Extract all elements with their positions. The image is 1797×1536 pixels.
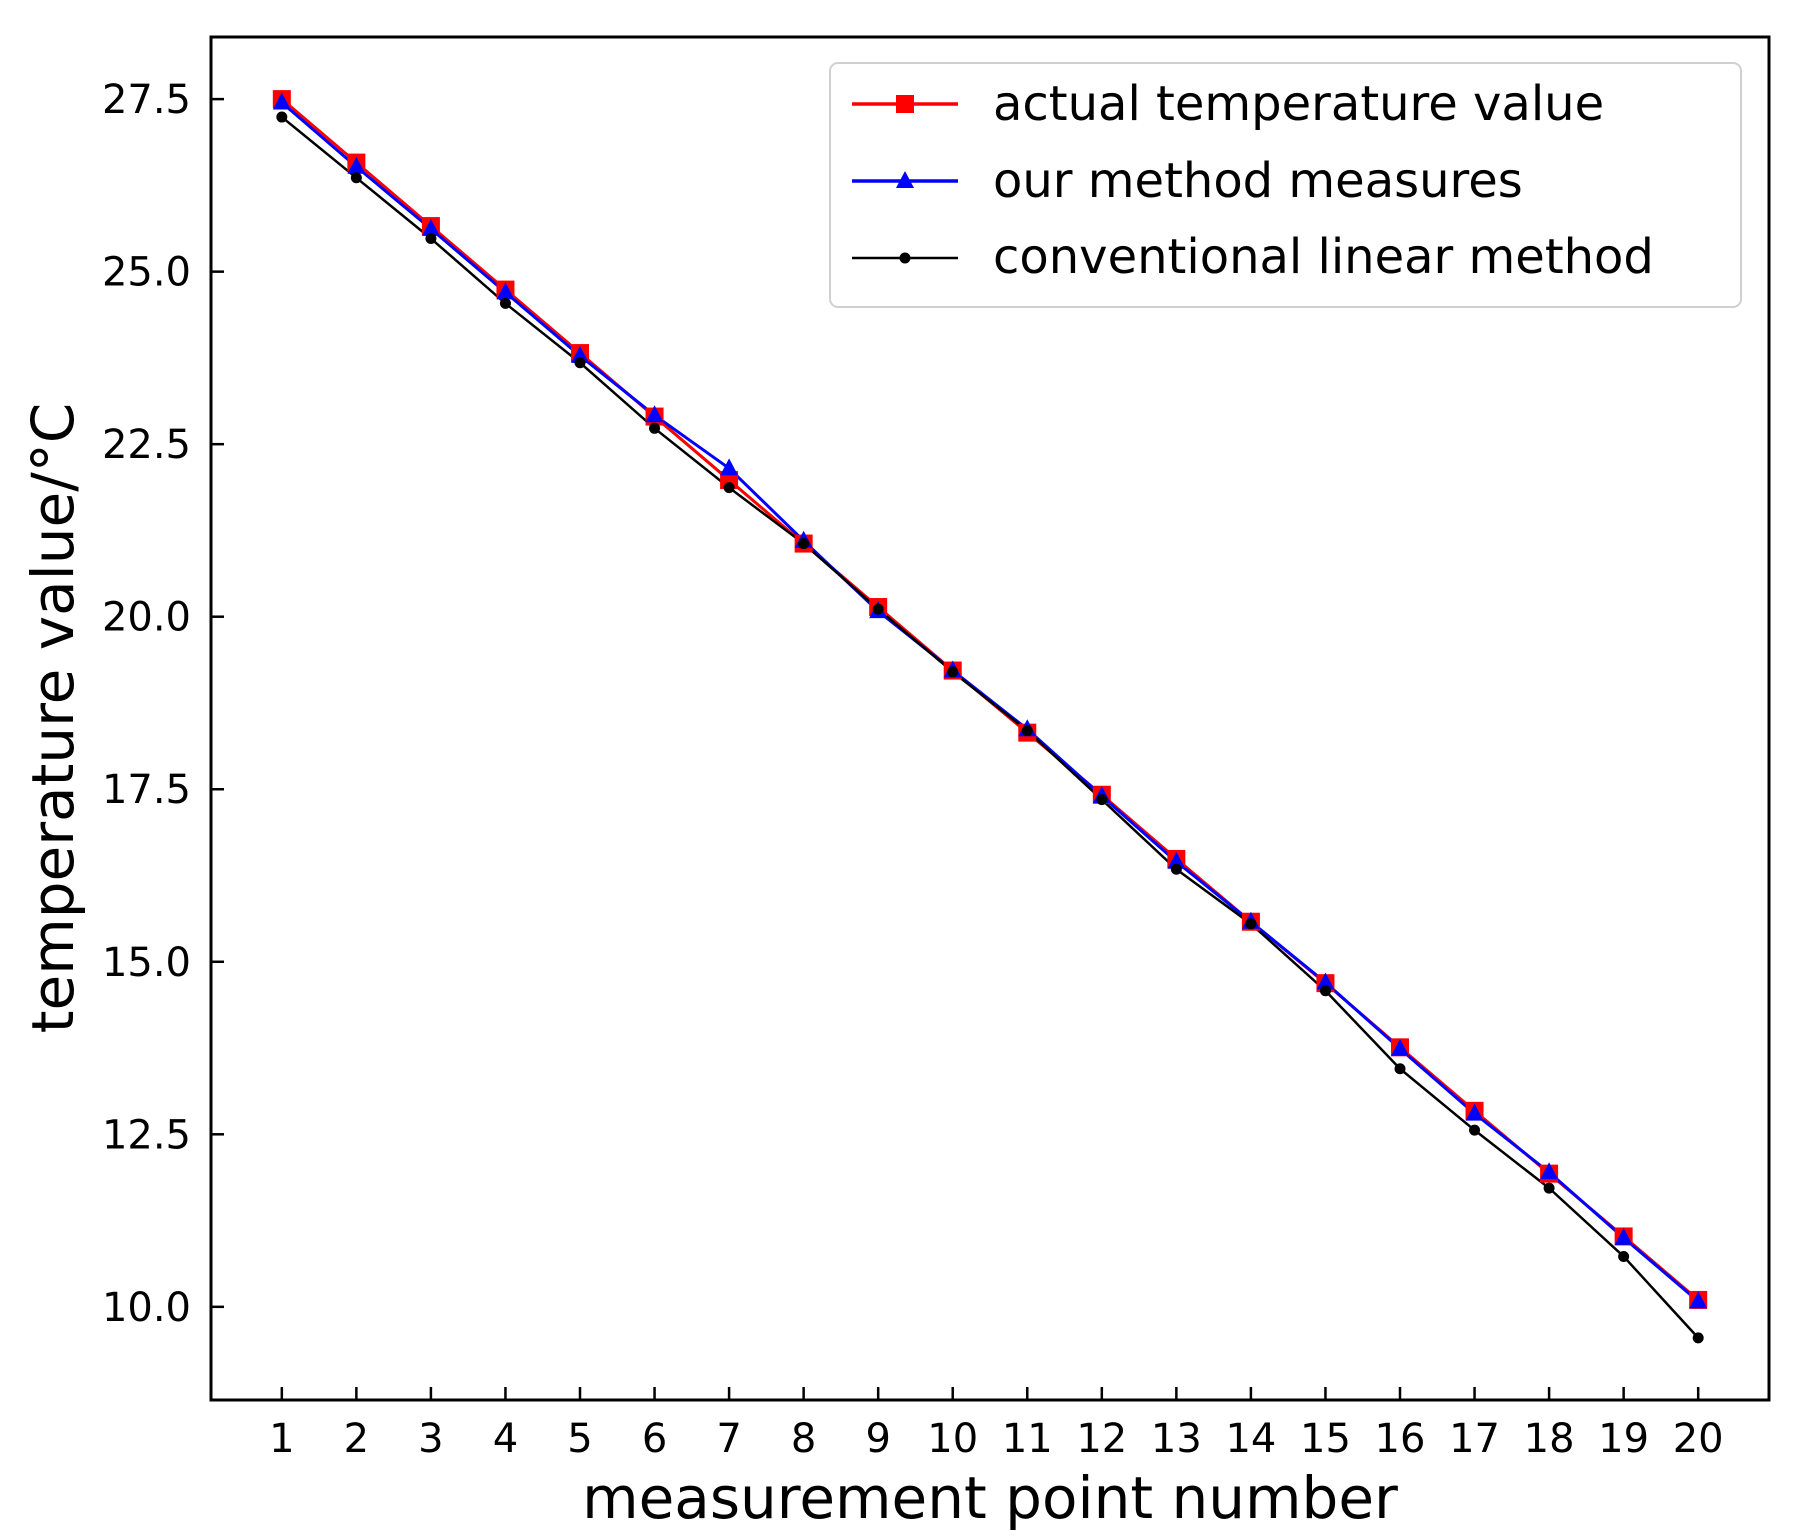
x-tick-label: 4 (493, 1416, 518, 1462)
x-tick-label: 1 (269, 1416, 294, 1462)
legend-label-conventional: conventional linear method (993, 229, 1654, 285)
data-point-conventional-linear-method (1096, 794, 1108, 806)
legend-label-our-method: our method measures (993, 153, 1523, 209)
data-point-conventional-linear-method (723, 482, 735, 494)
legend-marker-conventional-linear-method (899, 252, 911, 264)
data-point-conventional-linear-method (499, 297, 511, 309)
y-tick-label: 25.0 (102, 250, 191, 296)
x-tick-label: 15 (1300, 1416, 1351, 1462)
legend-marker-our-method-measures (896, 171, 914, 188)
data-point-our-method-measures (421, 218, 440, 236)
x-tick-label: 3 (418, 1416, 443, 1462)
data-point-our-method-measures (720, 458, 739, 476)
data-point-our-method-measures (1689, 1291, 1708, 1309)
data-point-conventional-linear-method (947, 666, 959, 678)
x-tick-label: 7 (716, 1416, 741, 1462)
legend-marker-actual-temperature-value (896, 95, 914, 113)
y-tick-label: 22.5 (102, 422, 191, 468)
data-point-conventional-linear-method (1245, 918, 1257, 930)
data-point-conventional-linear-method (872, 603, 884, 615)
y-tick-label: 20.0 (102, 595, 191, 641)
x-tick-label: 6 (642, 1416, 667, 1462)
y-axis-label: temperature value/°C (19, 403, 87, 1033)
data-point-conventional-linear-method (798, 538, 810, 550)
x-tick-label: 2 (344, 1416, 369, 1462)
legend-box (829, 62, 1742, 308)
legend: actual temperature value our method meas… (829, 62, 1742, 308)
data-point-conventional-linear-method (1692, 1332, 1704, 1344)
data-point-conventional-linear-method (276, 111, 288, 123)
data-point-our-method-measures (1167, 851, 1186, 869)
data-point-conventional-linear-method (1319, 985, 1331, 997)
data-point-conventional-linear-method (1394, 1063, 1406, 1075)
x-axis-label: measurement point number (582, 1464, 1398, 1532)
y-axis-ticks: 10.0 12.5 15.0 17.5 20.0 22.5 25.0 27.5 (102, 77, 224, 1331)
x-tick-label: 12 (1076, 1416, 1127, 1462)
y-tick-label: 27.5 (102, 77, 191, 123)
data-point-our-method-measures (347, 156, 366, 174)
data-point-our-method-measures (1316, 972, 1335, 990)
x-tick-label: 19 (1598, 1416, 1649, 1462)
x-tick-label: 14 (1225, 1416, 1276, 1462)
data-point-our-method-measures (1540, 1162, 1559, 1180)
data-point-our-method-measures (1391, 1038, 1409, 1056)
y-tick-label: 17.5 (102, 767, 191, 813)
data-point-our-method-measures (1465, 1103, 1484, 1121)
y-tick-label: 12.5 (102, 1112, 191, 1158)
x-tick-label: 11 (1002, 1416, 1053, 1462)
data-point-conventional-linear-method (425, 233, 437, 245)
plot-frame (209, 35, 1771, 1402)
data-point-conventional-linear-method (350, 172, 362, 184)
data-point-our-method-measures (571, 345, 589, 363)
data-point-conventional-linear-method (574, 357, 586, 369)
data-point-conventional-linear-method (1618, 1250, 1630, 1262)
x-tick-label: 9 (865, 1416, 890, 1462)
x-tick-label: 10 (927, 1416, 978, 1462)
y-tick-label: 10.0 (102, 1285, 191, 1331)
data-point-our-method-measures (645, 405, 664, 423)
x-tick-label: 16 (1375, 1416, 1426, 1462)
data-point-conventional-linear-method (1021, 725, 1033, 737)
legend-label-actual: actual temperature value (993, 76, 1604, 132)
series-line-conventional-linear-method (281, 116, 1700, 1339)
data-point-conventional-linear-method (649, 422, 661, 434)
data-point-conventional-linear-method (1543, 1182, 1555, 1194)
x-tick-label: 18 (1524, 1416, 1575, 1462)
series-layer (272, 90, 1708, 1344)
data-point-our-method-measures (272, 92, 291, 110)
data-point-our-method-measures (496, 282, 515, 300)
x-axis-ticks: 1 2 3 4 5 6 7 8 9 10 11 12 13 14 15 16 17 18 19 20 (269, 1387, 1724, 1462)
x-tick-label: 8 (791, 1416, 816, 1462)
y-tick-label: 15.0 (102, 940, 191, 986)
x-tick-label: 5 (567, 1416, 592, 1462)
data-point-our-method-measures (1614, 1227, 1633, 1245)
x-tick-label: 13 (1151, 1416, 1202, 1462)
x-tick-label: 17 (1449, 1416, 1500, 1462)
data-point-conventional-linear-method (1170, 863, 1182, 875)
x-tick-label: 20 (1673, 1416, 1724, 1462)
data-point-conventional-linear-method (1469, 1124, 1481, 1136)
